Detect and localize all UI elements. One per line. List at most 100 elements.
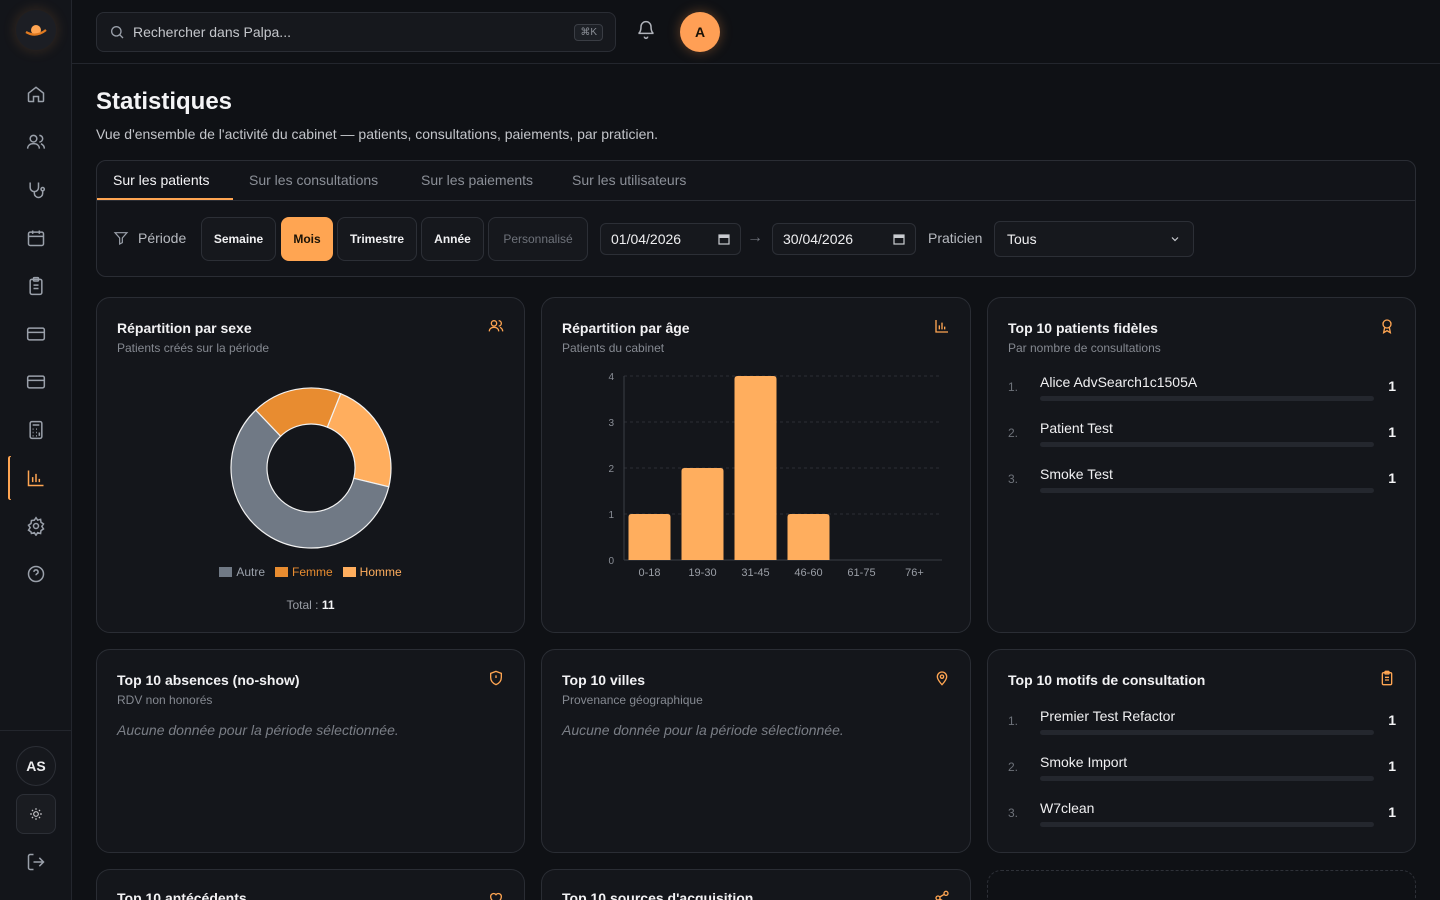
card-villes: Top 10 villes Provenance géographique Au… xyxy=(541,649,971,853)
bar-0-18[interactable] xyxy=(628,514,671,560)
rank-bar xyxy=(1040,822,1374,827)
list-item[interactable]: 1. Premier Test Refactor 1 xyxy=(1008,708,1396,748)
donut-slice-autre[interactable] xyxy=(230,409,390,549)
legend-item-autre[interactable]: Autre xyxy=(219,565,265,579)
gear-icon xyxy=(27,516,45,536)
rank-bar xyxy=(1040,396,1374,401)
x-tick-label: 31-45 xyxy=(741,567,769,579)
tab-utilisateurs[interactable]: Sur les utilisateurs xyxy=(572,172,687,188)
chevron-down-icon xyxy=(1171,237,1179,242)
theme-toggle-button[interactable] xyxy=(16,794,56,834)
period-annee-button[interactable]: Année xyxy=(421,217,484,261)
app-logo[interactable] xyxy=(16,10,56,50)
date-to-input[interactable]: 30/04/2026 xyxy=(772,223,916,255)
nav-home[interactable] xyxy=(16,74,56,114)
nav-calculator[interactable] xyxy=(16,410,56,450)
nav-payments[interactable] xyxy=(16,314,56,354)
card-subtitle: Par nombre de consultations xyxy=(1008,341,1161,355)
rank-name: Premier Test Refactor xyxy=(1040,708,1176,724)
bar-31-45[interactable] xyxy=(734,376,777,560)
user-initials[interactable]: AS xyxy=(16,746,56,786)
card-fideles: Top 10 patients fidèles Par nombre de co… xyxy=(987,297,1416,633)
legend-label: Autre xyxy=(236,565,265,579)
list-item[interactable]: 2. Patient Test 1 xyxy=(1008,420,1396,460)
tab-paiements[interactable]: Sur les paiements xyxy=(421,172,534,188)
card-title: Top 10 motifs de consultation xyxy=(1008,672,1206,688)
y-tick-label: 0 xyxy=(608,556,614,567)
legend-swatch xyxy=(275,567,288,577)
bar-46-60[interactable] xyxy=(787,514,830,560)
donut-slice-homme[interactable] xyxy=(326,392,392,488)
practitioner-select[interactable]: Tous xyxy=(994,221,1194,257)
search-placeholder: Rechercher dans Palpa... xyxy=(133,24,291,40)
calendar-icon xyxy=(27,230,45,247)
nav-statistics[interactable] xyxy=(16,458,56,498)
tab-patients[interactable]: Sur les patients xyxy=(113,172,210,188)
rank-name: W7clean xyxy=(1040,800,1095,816)
page-title: Statistiques xyxy=(96,88,233,115)
donut-total: Total : 11 xyxy=(97,598,524,612)
donut-slice-femme[interactable] xyxy=(254,387,342,438)
map-pin-icon xyxy=(936,671,948,686)
period-semaine-button[interactable]: Semaine xyxy=(201,217,276,261)
legend-swatch xyxy=(219,567,233,577)
card-placeholder xyxy=(987,870,1416,900)
search-input[interactable]: Rechercher dans Palpa... ⌘K xyxy=(96,12,616,52)
date-range-arrow: → xyxy=(747,229,763,246)
rank-value: 1 xyxy=(1388,378,1396,394)
period-trimestre-button[interactable]: Trimestre xyxy=(337,217,417,261)
bar-19-30[interactable] xyxy=(681,468,724,560)
empty-state: Aucune donnée pour la période sélectionn… xyxy=(562,722,844,738)
x-tick-label: 0-18 xyxy=(638,567,660,579)
calendar-icon xyxy=(718,234,730,245)
card-subtitle: RDV non honorés xyxy=(117,693,213,707)
legend-item-femme[interactable]: Femme xyxy=(275,565,333,579)
rank-bar xyxy=(1040,488,1374,493)
period-personnalise-button[interactable]: Personnalisé xyxy=(488,217,588,261)
rank-value: 1 xyxy=(1388,804,1396,820)
card-absences: Top 10 absences (no-show) RDV non honoré… xyxy=(96,649,525,853)
practitioner-value: Tous xyxy=(1007,231,1037,247)
share-icon xyxy=(935,890,949,900)
age-bar-chart: 0 1 2 3 4 0-18 19-30 31-45 46-60 61-75 76+ xyxy=(608,372,942,579)
tab-active-underline xyxy=(97,198,233,200)
tab-consultations[interactable]: Sur les consultations xyxy=(249,172,379,188)
logout-button[interactable] xyxy=(16,842,56,882)
nav-consultations[interactable] xyxy=(16,170,56,210)
sun-icon xyxy=(30,808,42,820)
bar-chart-icon xyxy=(27,470,44,487)
card-title: Top 10 sources d'acquisition xyxy=(562,890,754,900)
nav-calendar[interactable] xyxy=(16,218,56,258)
x-tick-label: 19-30 xyxy=(688,567,716,579)
card-title: Top 10 patients fidèles xyxy=(1008,320,1158,336)
list-item[interactable]: 2. Smoke Import 1 xyxy=(1008,754,1396,794)
x-tick-label: 61-75 xyxy=(847,567,875,579)
legend-item-homme[interactable]: Homme xyxy=(342,565,402,579)
card-subtitle: Patients du cabinet xyxy=(562,341,665,355)
card-sexe: Répartition par sexe Patients créés sur … xyxy=(96,297,525,633)
nav-clipboard[interactable] xyxy=(16,266,56,306)
nav-settings[interactable] xyxy=(16,506,56,546)
nav-billing[interactable] xyxy=(16,362,56,402)
filters-panel: Sur les patients Sur les consultations S… xyxy=(96,160,1416,277)
tab-bar: Sur les patients Sur les consultations S… xyxy=(97,161,1415,201)
avatar[interactable]: A xyxy=(680,12,720,52)
list-item[interactable]: 3. Smoke Test 1 xyxy=(1008,466,1396,506)
rank-bar xyxy=(1040,442,1374,447)
list-item[interactable]: 1. Alice AdvSearch1c1505A 1 xyxy=(1008,374,1396,414)
y-tick-label: 4 xyxy=(608,372,614,383)
rank-value: 1 xyxy=(1388,470,1396,486)
list-item[interactable]: 3. W7clean 1 xyxy=(1008,800,1396,840)
rank-name: Smoke Import xyxy=(1040,754,1128,770)
legend-swatch xyxy=(342,567,356,577)
notifications-button[interactable] xyxy=(636,20,660,44)
card-antecedents: Top 10 antécédents xyxy=(96,869,525,900)
date-from-input[interactable]: 01/04/2026 xyxy=(600,223,741,255)
filter-icon xyxy=(113,232,129,245)
home-icon xyxy=(27,86,45,103)
nav-help[interactable] xyxy=(16,554,56,594)
legend-label: Homme xyxy=(359,565,402,579)
nav-patients[interactable] xyxy=(16,122,56,162)
period-mois-button[interactable]: Mois xyxy=(281,217,333,261)
card-title: Top 10 antécédents xyxy=(117,890,247,900)
